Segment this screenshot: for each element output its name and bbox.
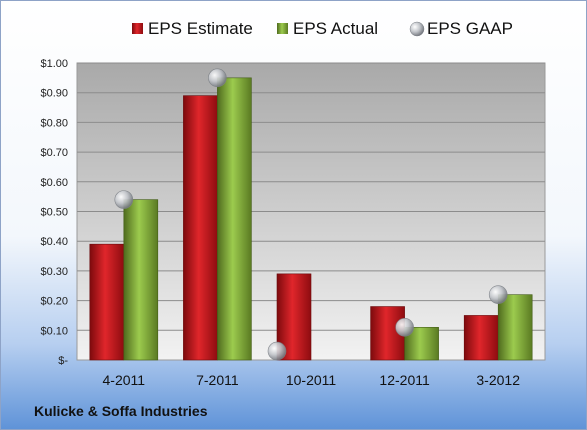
y-axis: $- $0.10 $0.20 $0.30 $0.40 $0.50 $0.60 $0.70 $0.… [40,58,68,367]
gaap-markers [114,68,508,361]
legend-swatch [132,23,143,34]
bar-eps-estimate [89,243,125,361]
bar-eps-actual [217,77,252,361]
legend-label: EPS Actual [293,19,378,38]
company-name: Kulicke & Soffa Industries [34,403,208,419]
legend-swatch [409,21,425,37]
x-tick-label: 3-2012 [476,372,520,388]
legend-swatch [277,23,288,34]
bar-eps-actual [497,294,533,361]
y-tick-label: $0.30 [40,266,68,278]
legend: EPS Estimate EPS Actual EPS GAAP [132,19,513,38]
bar-eps-estimate [183,95,218,361]
marker-eps-gaap [114,190,134,209]
y-tick-label: $- [58,355,68,367]
x-tick-label: 10-2011 [286,372,337,388]
marker-eps-gaap [208,68,227,88]
y-tick-label: $0.60 [40,177,68,189]
y-tick-label: $0.80 [40,117,68,129]
marker-eps-gaap [395,318,414,337]
y-tick-label: $0.20 [40,296,68,308]
x-tick-label: 12-2011 [379,372,430,388]
bars [89,77,533,361]
x-tick-label: 4-2011 [103,372,146,388]
y-tick-label: $0.50 [40,207,68,219]
y-tick-label: $0.40 [40,236,68,248]
marker-eps-gaap [488,285,508,304]
y-tick-label: $0.70 [40,147,68,159]
bar-eps-estimate [463,315,499,361]
bar-eps-actual [123,199,159,361]
legend-item-eps-gaap: EPS GAAP [409,19,513,38]
legend-item-eps-actual: EPS Actual [277,19,378,38]
legend-item-eps-estimate: EPS Estimate [132,19,253,38]
y-tick-label: $1.00 [40,58,68,70]
legend-label: EPS GAAP [427,19,513,38]
y-tick-label: $0.90 [40,88,68,100]
x-axis: 4-2011 7-2011 10-2011 12-2011 3-2012 [103,372,521,388]
y-tick-label: $0.10 [40,325,68,337]
x-tick-label: 7-2011 [196,372,239,388]
marker-eps-gaap [267,341,287,361]
legend-label: EPS Estimate [148,19,253,38]
